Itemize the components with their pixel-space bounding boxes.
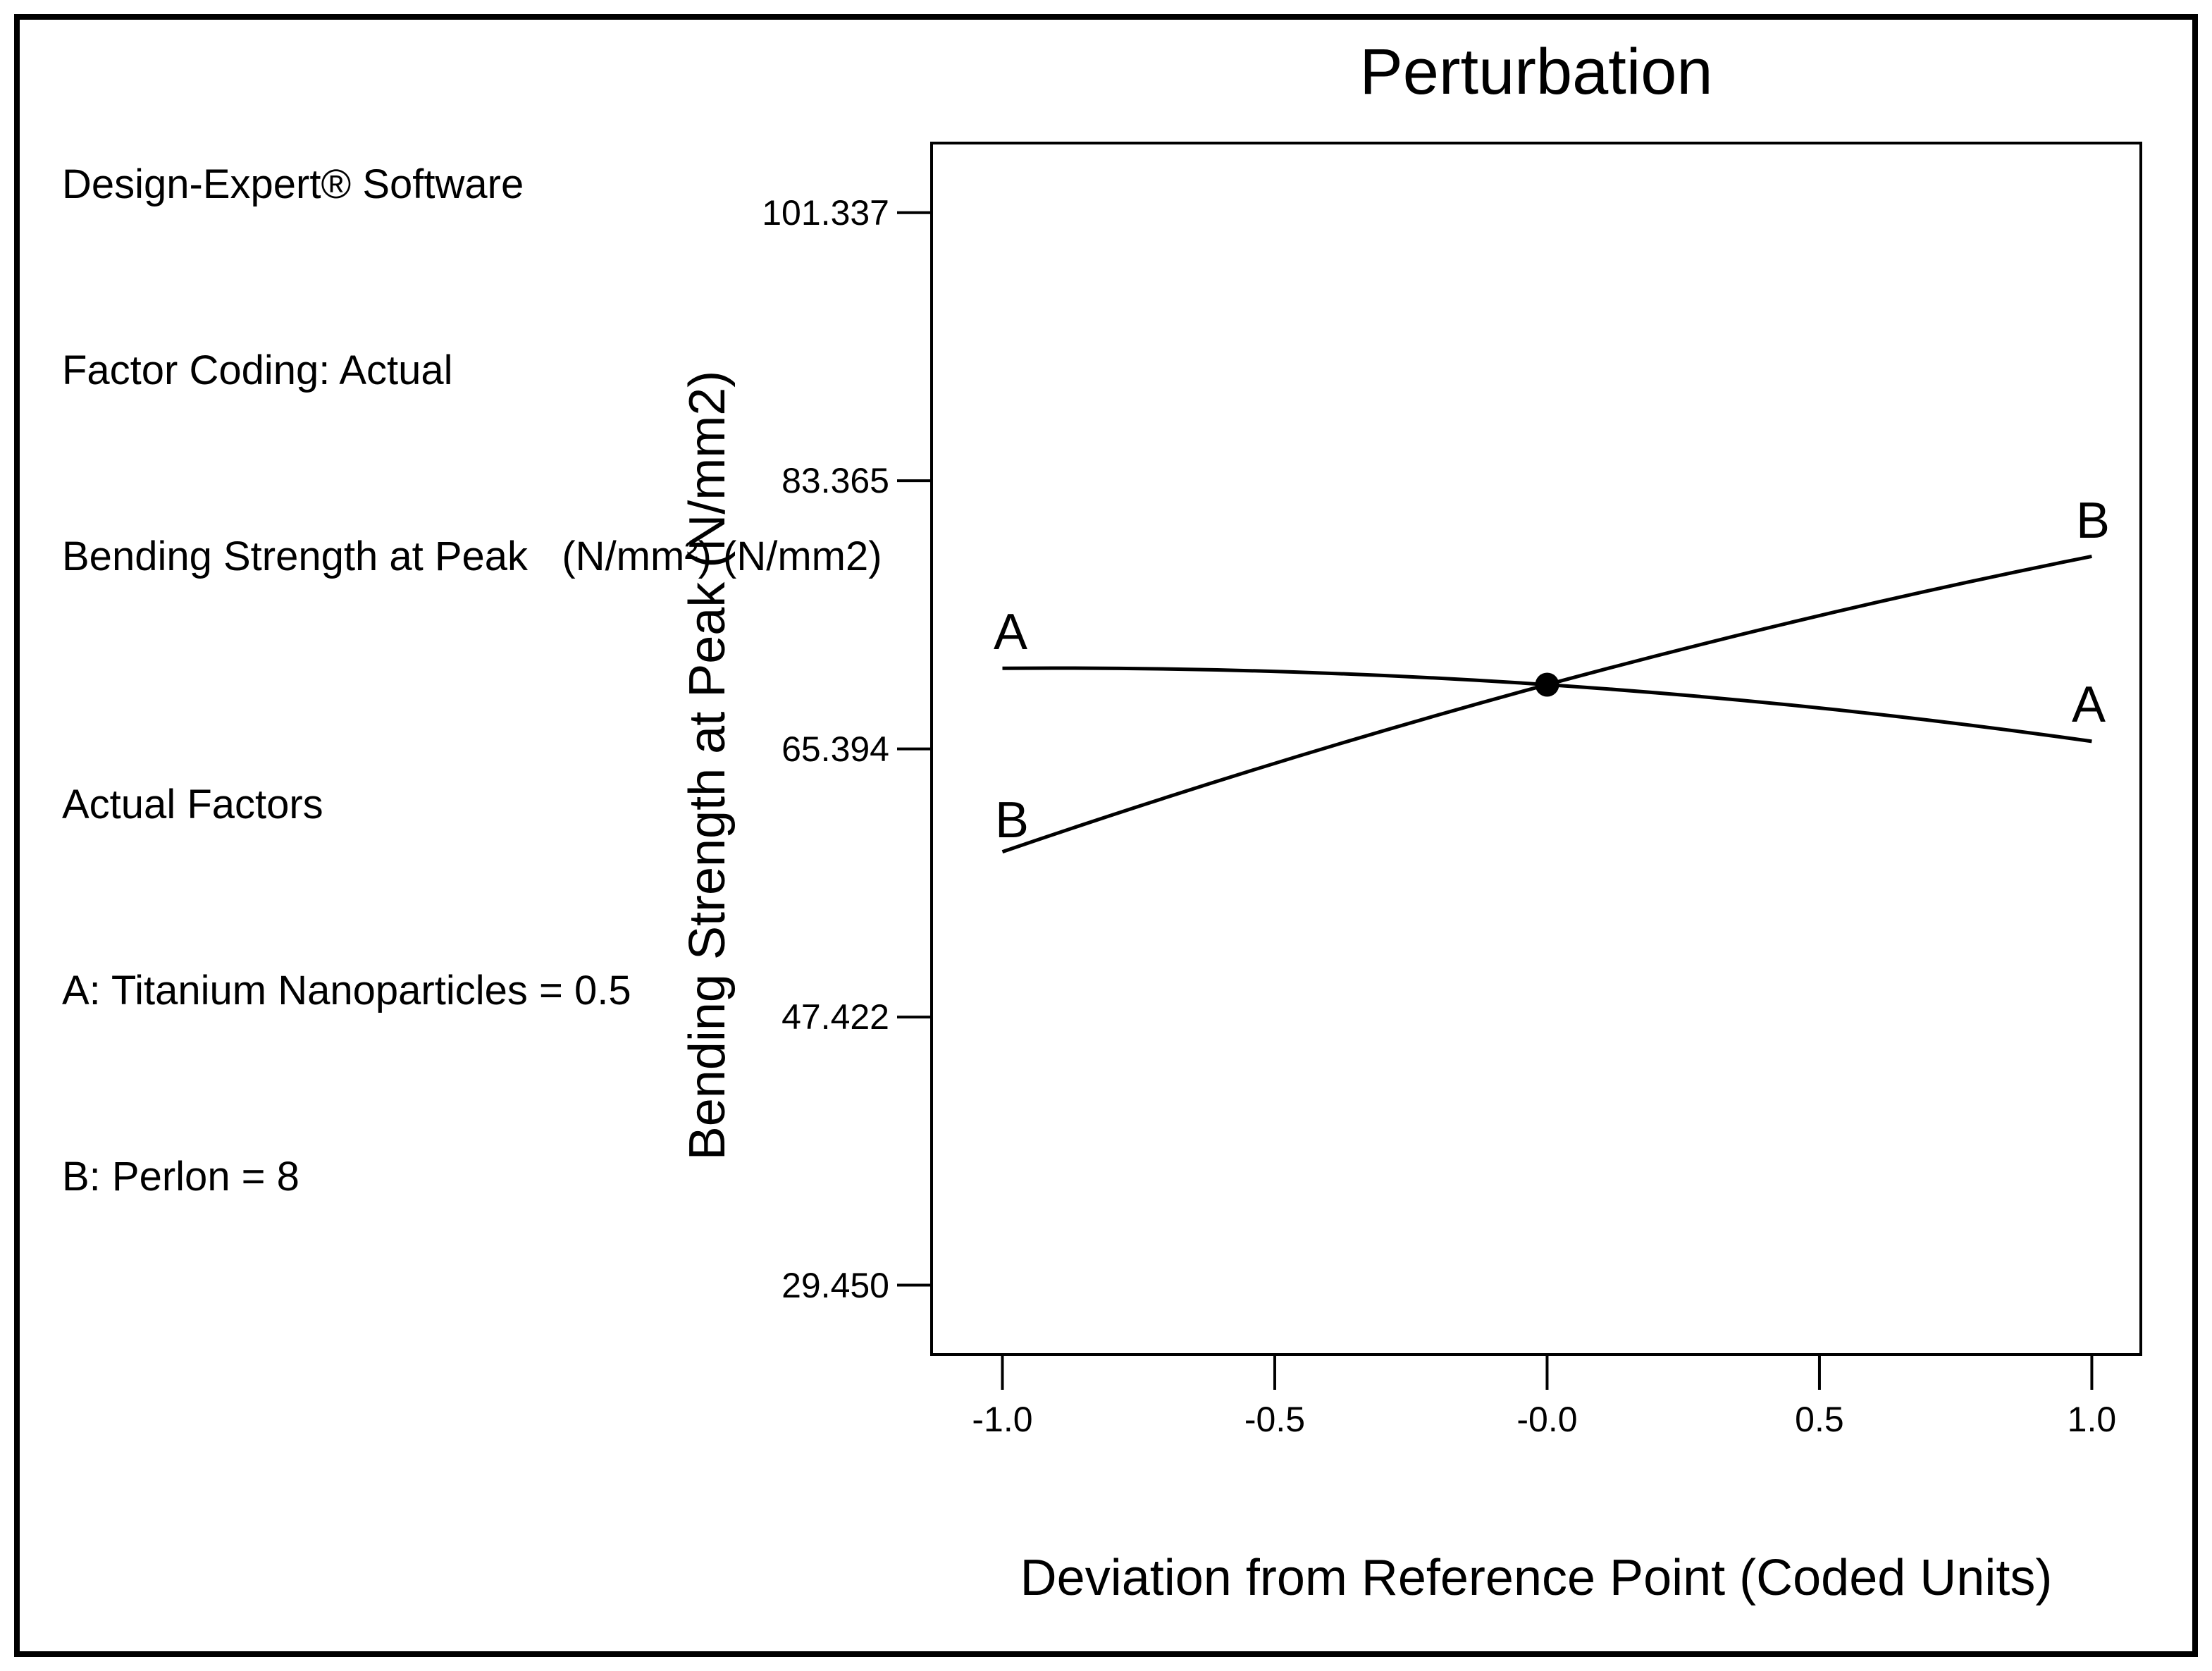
- y-tick-label: 29.450: [781, 1265, 889, 1305]
- actual-factors-heading: Actual Factors: [62, 782, 323, 827]
- factor-coding: Factor Coding: Actual: [62, 347, 453, 393]
- x-tick-label: 1.0: [2067, 1400, 2117, 1439]
- chart-title: Perturbation: [1359, 36, 1713, 108]
- curve-b-label-right: B: [2076, 493, 2111, 549]
- y-tick-label: 83.365: [781, 461, 889, 501]
- plot-frame: [930, 142, 2142, 1356]
- y-tick-label: 65.394: [781, 729, 889, 769]
- x-tick-label: -1.0: [972, 1400, 1033, 1439]
- reference-point-dot: [1535, 672, 1559, 697]
- curve-b-label-left: B: [995, 792, 1030, 849]
- x-tick-label: -0.0: [1516, 1400, 1578, 1439]
- curve-B: [1001, 554, 2092, 853]
- y-axis-label: Bending Strength at Peak (N/mm2): [679, 370, 736, 1161]
- page-border: [14, 14, 2198, 1657]
- x-tick-label: 0.5: [1795, 1400, 1844, 1439]
- software-name: Design-Expert® Software: [62, 161, 524, 207]
- curve-a-label-left: A: [994, 604, 1028, 660]
- response-name: Bending Strength at Peak (N/mm²) (N/mm2): [62, 534, 882, 579]
- y-tick-label: 47.422: [781, 997, 889, 1037]
- factor-b-value: B: Perlon = 8: [62, 1154, 299, 1200]
- factor-a-value: A: Titanium Nanoparticles = 0.5: [62, 968, 631, 1013]
- info-panel: Design-Expert® Software Factor Coding: A…: [62, 30, 882, 1332]
- x-axis-label: Deviation from Reference Point (Coded Un…: [1020, 1550, 2053, 1606]
- x-tick-label: -0.5: [1244, 1400, 1306, 1439]
- y-tick-label: 101.337: [762, 192, 889, 233]
- curve-a-label-right: A: [2072, 677, 2106, 733]
